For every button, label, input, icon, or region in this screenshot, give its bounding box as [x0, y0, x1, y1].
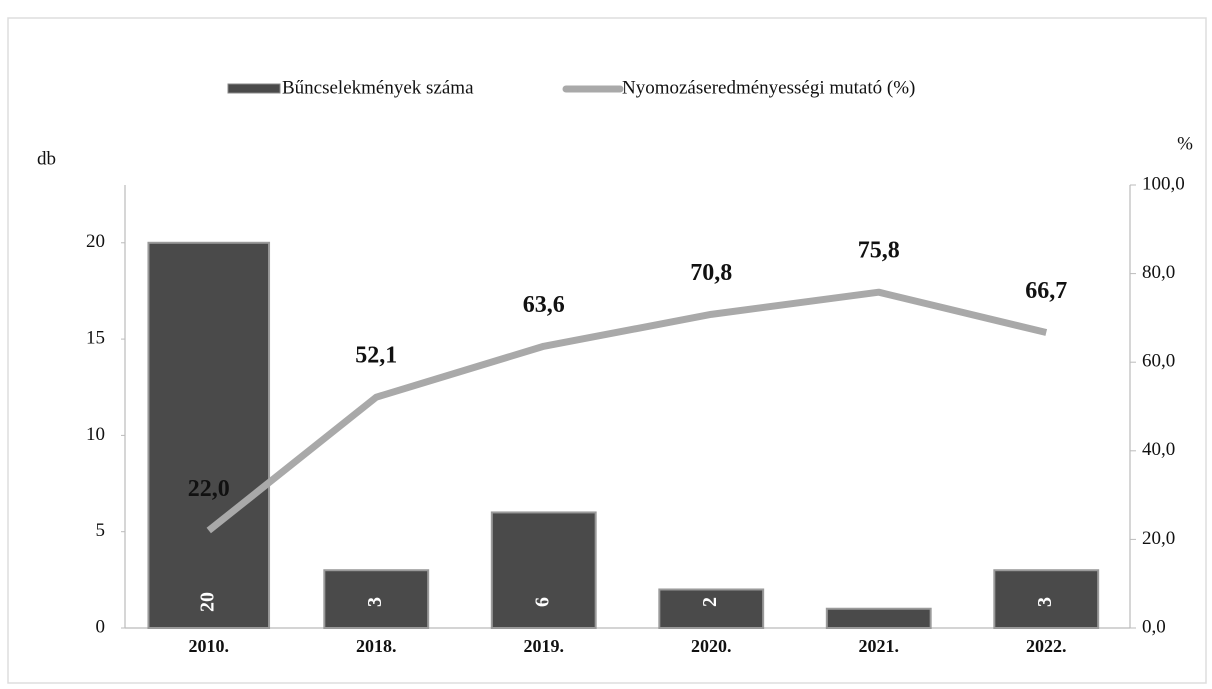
- line-value-label: 66,7: [1025, 278, 1067, 304]
- bar: [825, 607, 932, 630]
- legend: Bűncselekmények száma Nyomozáseredményes…: [227, 77, 915, 98]
- legend-label: Bűncselekmények száma: [282, 77, 474, 98]
- line-value-label: 22,0: [188, 476, 230, 502]
- bar-value-label: 1: [866, 597, 888, 607]
- line-value-label: 75,8: [858, 238, 900, 264]
- y2-tick-label: 100,0: [1142, 173, 1185, 194]
- line: [206, 288, 1048, 534]
- bar: [147, 241, 271, 629]
- bar: [323, 569, 430, 630]
- y-tick-label: 5: [96, 520, 106, 541]
- bar: [658, 588, 765, 630]
- line-value-label: 52,1: [355, 343, 397, 369]
- line-value-label: 70,8: [690, 260, 732, 286]
- bar-value-label: 3: [364, 597, 386, 607]
- bar-value-label: 3: [1034, 597, 1056, 607]
- x-tick-label: 2020.: [691, 636, 732, 656]
- x-tick-label: 2021.: [859, 636, 900, 656]
- bar-value-label: 20: [196, 592, 218, 612]
- bar: [490, 511, 597, 629]
- y-tick-label: 10: [86, 424, 105, 445]
- bar-value-label: 6: [531, 597, 553, 607]
- y-axis-title: db: [37, 148, 56, 169]
- y-tick-label: 0: [96, 616, 106, 637]
- x-tick-label: 2018.: [356, 636, 397, 656]
- y2-tick-label: 0,0: [1142, 616, 1166, 637]
- legend-label: Nyomozáseredményességi mutató (%): [622, 77, 915, 98]
- bar-value-label: 2: [699, 597, 721, 607]
- y2-tick-label: 40,0: [1142, 439, 1175, 460]
- y2-tick-label: 80,0: [1142, 262, 1175, 283]
- x-tick-label: 2010.: [189, 636, 230, 656]
- bar: [993, 569, 1100, 630]
- y2-axis-title: %: [1177, 133, 1193, 154]
- x-tick-label: 2019.: [524, 636, 565, 656]
- y2-tick-label: 60,0: [1142, 351, 1175, 372]
- y-tick-label: 15: [86, 327, 105, 348]
- legend-swatch-bar: [227, 83, 281, 94]
- y2-tick-label: 20,0: [1142, 528, 1175, 549]
- y-tick-label: 20: [86, 231, 105, 252]
- x-tick-label: 2022.: [1026, 636, 1067, 656]
- line-value-label: 63,6: [523, 292, 565, 318]
